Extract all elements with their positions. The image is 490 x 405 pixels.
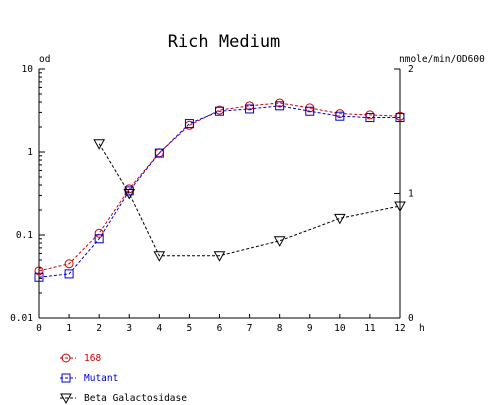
x-tick-label: 8: [277, 323, 283, 334]
left-tick-label: 1: [27, 147, 33, 158]
legend-label: Beta Galactosidase: [84, 393, 187, 404]
series-beta-galactosidase: [93, 139, 406, 262]
x-axis-label: h: [419, 323, 425, 334]
data-point: [154, 148, 164, 158]
x-tick-label: 0: [36, 323, 42, 334]
legend-marker: [61, 353, 71, 363]
x-tick-label: 4: [156, 323, 162, 334]
series-168: [34, 98, 405, 276]
left-tick-label: 10: [22, 64, 34, 75]
data-point: [64, 269, 74, 279]
data-point: [245, 104, 255, 114]
data-point: [215, 106, 224, 116]
legend: 168 Mutant Beta Galactosidase: [60, 353, 187, 405]
data-point: [123, 189, 136, 200]
data-point: [394, 201, 406, 212]
left-tick-label: 0.01: [10, 313, 33, 324]
left-axis-ticks: 10 1 0.1 0.01: [10, 64, 45, 324]
data-point: [34, 272, 44, 282]
x-tick-label: 12: [394, 323, 405, 334]
x-tick-label: 2: [96, 323, 102, 334]
x-tick-label: 11: [364, 323, 376, 334]
data-point: [93, 139, 106, 150]
data-point: [275, 101, 285, 111]
series-line: [38, 102, 401, 272]
x-tick-label: 10: [334, 323, 346, 334]
x-axis-ticks: 0 1 2 3 4 5 6 7 8 9 10 11 12: [36, 314, 406, 334]
legend-marker: [61, 373, 71, 383]
right-axis-label: nmole/min/OD600: [399, 54, 485, 65]
data-point: [333, 213, 346, 225]
right-tick-label: 0: [408, 313, 414, 324]
data-point: [273, 236, 286, 247]
data-point: [64, 259, 74, 269]
series-line: [98, 143, 401, 257]
x-tick-label: 9: [307, 323, 313, 334]
data-point: [335, 111, 345, 121]
data-point: [365, 113, 375, 123]
legend-label: Mutant: [84, 373, 118, 384]
right-tick-label: 1: [408, 189, 414, 200]
data-point: [34, 266, 44, 276]
series-line: [38, 105, 400, 278]
x-tick-label: 6: [217, 323, 223, 334]
left-tick-label: 0.1: [16, 230, 33, 241]
data-point: [94, 228, 104, 238]
legend-marker: [60, 393, 72, 405]
data-point: [213, 251, 226, 262]
left-axis-label: od: [39, 54, 50, 65]
data-point: [153, 251, 166, 262]
x-tick-label: 5: [187, 323, 193, 334]
right-axis-ticks: 2 1 0: [394, 64, 414, 324]
legend-label: 168: [84, 353, 101, 364]
x-tick-label: 1: [66, 323, 72, 334]
data-point: [94, 234, 104, 244]
data-point: [395, 113, 405, 123]
chart-title: Rich Medium: [168, 32, 281, 52]
right-tick-label: 2: [408, 64, 414, 75]
series-mutant: [34, 101, 405, 282]
x-tick-label: 3: [126, 323, 132, 334]
data-point: [305, 106, 315, 116]
series-layer: [34, 98, 406, 282]
x-tick-label: 7: [247, 323, 253, 334]
data-point: [184, 119, 194, 129]
